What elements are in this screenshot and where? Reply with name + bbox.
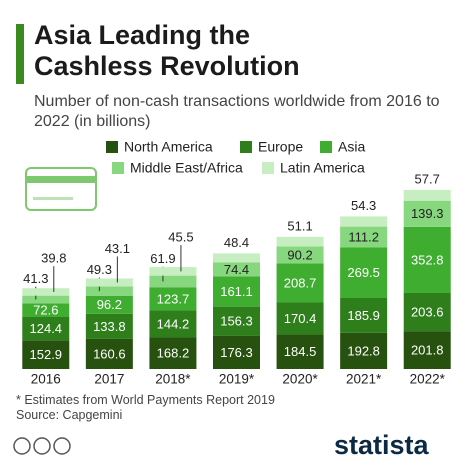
x-tick-label: 2022*: [410, 372, 446, 387]
legend-swatch: [240, 141, 252, 153]
bar-segment: [149, 310, 197, 338]
bar-segment: [85, 313, 133, 339]
value-label: 72.6: [33, 303, 58, 318]
bar-segment: [276, 246, 324, 264]
bar-segment: [213, 276, 260, 307]
value-label: 133.8: [93, 319, 126, 334]
bar-segment: [340, 216, 388, 227]
legend-label: Latin America: [280, 160, 365, 176]
license-icons: [13, 437, 71, 455]
value-label: 96.2: [97, 297, 122, 312]
chart-subtitle: Number of non-cash transactions worldwid…: [34, 93, 440, 130]
value-label: 161.1: [220, 284, 253, 299]
x-tick-label: 2019*: [219, 372, 255, 387]
bar-segment: [213, 306, 260, 336]
value-label: 144.2: [157, 316, 190, 331]
bar-segment: [22, 295, 70, 304]
bar-segment: [340, 297, 388, 333]
bar-segment: [149, 337, 197, 369]
value-label: 352.8: [411, 252, 444, 267]
value-label: 111.2: [348, 229, 379, 244]
value-label: 160.6: [93, 346, 126, 361]
bar-segment: [85, 295, 133, 314]
bar-segment: [22, 303, 70, 318]
bar-segment: [213, 253, 260, 263]
value-label: 208.7: [284, 275, 317, 290]
value-label: 123.7: [157, 291, 190, 306]
bar-segment: [276, 236, 324, 247]
value-label: 57.7: [415, 171, 440, 186]
bar-segment: [22, 288, 70, 296]
value-label: 41.3: [23, 271, 48, 286]
value-label: 54.3: [351, 198, 376, 213]
value-label: 139.3: [411, 206, 444, 221]
bar-segment: [149, 267, 197, 276]
bar-segment: [85, 338, 133, 369]
value-label: 74.4: [224, 262, 249, 277]
value-label: 124.4: [30, 321, 63, 336]
bar-segment: [403, 331, 451, 369]
bar-segment: [85, 278, 133, 287]
footnote: * Estimates from World Payments Report 2…: [16, 393, 275, 407]
brand: statista: [334, 430, 430, 460]
bar-segment: [149, 275, 197, 288]
accent-bar: [16, 24, 24, 84]
bar-segment: [340, 226, 388, 248]
card-icon: [25, 167, 97, 211]
value-label: 192.8: [347, 343, 380, 358]
value-label: 90.2: [287, 247, 312, 262]
x-tick-label: 2020*: [282, 372, 318, 387]
value-label: 168.2: [157, 346, 190, 361]
bar-segment: [213, 335, 260, 369]
x-tick-label: 2021*: [346, 372, 382, 387]
legend-swatch: [112, 162, 124, 174]
value-label: 176.3: [220, 345, 253, 360]
bar-segment: [276, 334, 324, 369]
bar-segment: [22, 340, 70, 369]
bar-segment: [85, 286, 133, 296]
bar-segment: [403, 200, 451, 227]
value-label: 184.5: [284, 344, 317, 359]
x-tick-label: 2016: [31, 372, 61, 387]
bar-segment: [149, 287, 197, 311]
bar-segment: [22, 317, 70, 341]
value-label: 43.1: [105, 241, 130, 256]
legend-swatch: [262, 162, 274, 174]
chart-title: Asia Leading the Cashless Revolution: [34, 20, 300, 81]
legend-swatch: [320, 141, 332, 153]
legend-swatch: [106, 141, 118, 153]
value-label: 203.6: [411, 305, 444, 320]
bar-segment: [276, 302, 324, 335]
bar-segment: [213, 262, 260, 277]
value-label: 39.8: [41, 251, 66, 266]
legend-label: Asia: [338, 139, 365, 155]
value-label: 49.3: [87, 262, 112, 277]
legend-label: Middle East/Africa: [130, 160, 243, 176]
value-label: 269.5: [347, 265, 380, 280]
legend-label: North America: [124, 139, 213, 155]
bar-segment: [340, 332, 388, 369]
bar-segment: [403, 189, 451, 201]
legend-label: Europe: [258, 139, 303, 155]
source: Source: Capgemini: [16, 408, 123, 422]
value-label: 185.9: [347, 308, 380, 323]
value-label: 152.9: [30, 347, 63, 362]
x-tick-label: 2018*: [155, 372, 191, 387]
value-label: 156.3: [220, 314, 253, 329]
value-label: 45.5: [168, 230, 193, 245]
value-label: 48.4: [224, 235, 249, 250]
value-label: 61.9: [150, 251, 175, 266]
bar-segment: [403, 292, 451, 332]
value-label: 51.1: [287, 218, 312, 233]
bar-segment: [276, 263, 324, 303]
bar-segment: [403, 226, 451, 293]
value-label: 201.8: [411, 343, 444, 358]
value-label: 170.4: [284, 311, 317, 326]
x-tick-label: 2017: [94, 372, 124, 387]
bar-segment: [340, 247, 388, 298]
